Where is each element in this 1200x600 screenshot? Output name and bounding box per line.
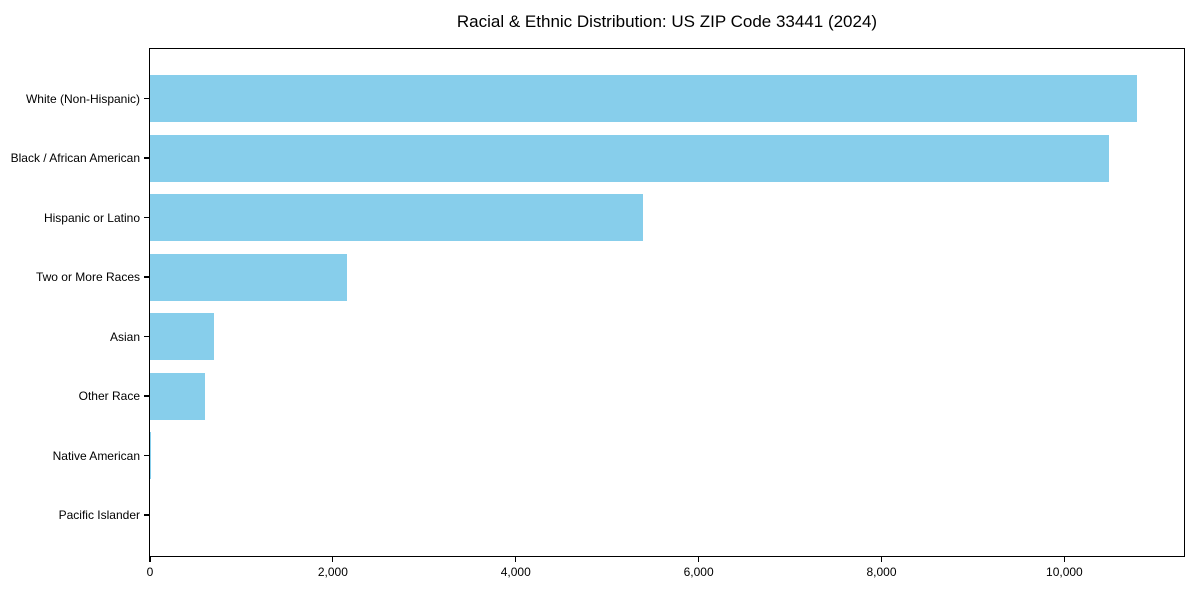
bar-asian — [150, 313, 214, 360]
y-axis-tick — [144, 216, 150, 219]
x-axis-tick-label: 2,000 — [317, 565, 348, 579]
x-axis-tick-label: 6,000 — [683, 565, 714, 579]
x-axis-tick-label: 0 — [146, 565, 154, 579]
y-axis-label: White (Non-Hispanic) — [25, 91, 140, 106]
plot-area: White (Non-Hispanic) Black / African Amer… — [11, 48, 1185, 579]
y-axis-label: Asian — [109, 329, 140, 344]
y-axis-tick — [144, 276, 150, 278]
bar-black-african-american — [150, 134, 1110, 182]
y-axis-label: Black / African American — [10, 151, 140, 165]
y-axis-tick — [144, 157, 150, 159]
bar-hispanic-or-latino — [150, 194, 643, 241]
y-axis-tick — [144, 97, 150, 100]
y-axis-label: Two or More Races — [35, 270, 140, 284]
x-axis-tick — [149, 556, 151, 562]
x-axis-tick-label: 4,000 — [500, 565, 531, 579]
y-axis-label: Hispanic or Latino — [43, 210, 140, 225]
bar-white-non-hispanic — [150, 75, 1137, 122]
x-axis-tick-label: 10,000 — [1046, 565, 1083, 579]
y-axis-tick — [144, 395, 150, 397]
y-axis-label: Native American — [52, 448, 140, 463]
x-axis-tick — [515, 556, 517, 562]
x-axis-tick-label: 8,000 — [866, 565, 897, 579]
y-axis-tick — [144, 454, 150, 457]
y-axis-tick — [144, 514, 150, 516]
y-axis-label: Pacific Islander — [58, 508, 140, 522]
bar-native-american — [150, 432, 151, 479]
chart-title: Racial & Ethnic Distribution: US ZIP Cod… — [456, 12, 878, 31]
x-axis-tick — [880, 556, 883, 562]
bar-two-or-more-races — [150, 253, 347, 301]
y-axis-tick — [144, 335, 150, 338]
y-axis-label: Other Race — [78, 389, 140, 403]
x-axis-tick — [698, 556, 700, 562]
bar-other-race — [150, 372, 205, 420]
x-axis-tick — [1063, 556, 1065, 562]
x-axis-tick — [332, 556, 334, 562]
